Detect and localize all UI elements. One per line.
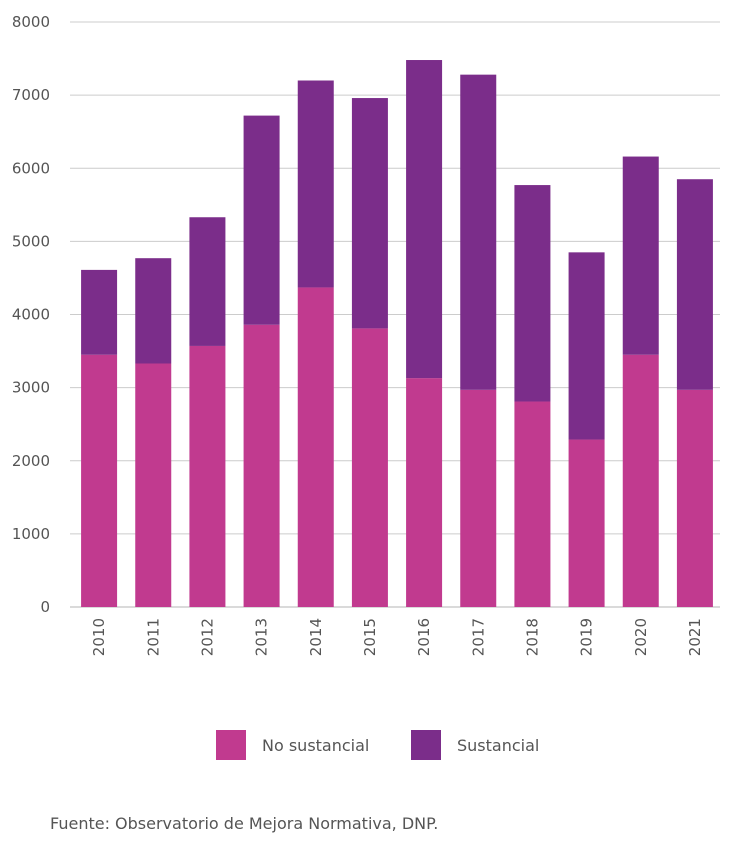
bar-sustancial-2010: [81, 269, 118, 355]
x-axis-ticks: 2010 2011 2012 2013 2014 2015 2016 2017 2018 2019…: [90, 618, 704, 656]
y-tick-label: 1000: [12, 525, 50, 543]
gridlines: [70, 21, 720, 608]
bar-no-sustancial-2018: [514, 401, 551, 607]
bar-no-sustancial-2013: [243, 324, 280, 607]
legend-label-sustancial: Sustancial: [457, 735, 540, 755]
bar-sustancial-2014: [297, 80, 334, 288]
legend-swatch-sustancial: [411, 730, 441, 760]
bar-sustancial-2021: [676, 179, 713, 390]
bar-sustancial-2015: [351, 98, 388, 329]
bar-no-sustancial-2021: [676, 389, 713, 607]
x-tick-label: 2018: [523, 618, 541, 656]
y-tick-label: 7000: [12, 86, 50, 104]
bar-no-sustancial-2016: [406, 378, 443, 607]
y-tick-label: 8000: [12, 13, 50, 31]
x-tick-label: 2013: [253, 618, 271, 656]
y-tick-label: 4000: [12, 306, 50, 324]
x-tick-label: 2017: [469, 618, 487, 656]
bar-sustancial-2016: [406, 60, 443, 379]
x-tick-label: 2011: [144, 618, 162, 656]
x-tick-label: 2010: [90, 618, 108, 656]
legend-label-no-sustancial: No sustancial: [262, 735, 370, 755]
bar-sustancial-2017: [460, 74, 497, 390]
bar-sustancial-2018: [514, 185, 551, 402]
x-tick-label: 2021: [686, 618, 704, 656]
y-axis-ticks: 0 1000 2000 3000 4000 5000 6000 7000 8000: [12, 13, 50, 616]
x-tick-label: 2014: [307, 618, 325, 656]
legend-item-sustancial: Sustancial: [411, 730, 539, 760]
x-tick-label: 2016: [415, 618, 433, 656]
bar-no-sustancial-2011: [135, 363, 172, 607]
legend: No sustancial Sustancial: [0, 730, 742, 762]
bar-sustancial-2012: [189, 217, 226, 346]
y-tick-label: 0: [40, 598, 50, 616]
y-tick-label: 2000: [12, 452, 50, 470]
bar-no-sustancial-2015: [351, 328, 388, 607]
y-tick-label: 3000: [12, 379, 50, 397]
bar-sustancial-2019: [568, 252, 605, 440]
x-tick-label: 2012: [198, 618, 216, 656]
bar-sustancial-2013: [243, 115, 280, 325]
legend-swatch-no-sustancial: [216, 730, 246, 760]
y-tick-label: 6000: [12, 159, 50, 177]
bar-sustancial-2020: [622, 156, 659, 355]
bar-no-sustancial-2017: [460, 389, 497, 607]
y-tick-label: 5000: [12, 232, 50, 250]
bar-no-sustancial-2014: [297, 287, 334, 607]
x-tick-label: 2019: [578, 618, 596, 656]
bar-no-sustancial-2010: [81, 354, 118, 607]
bar-sustancial-2011: [135, 258, 172, 364]
x-tick-label: 2020: [632, 618, 650, 656]
legend-item-no-sustancial: No sustancial: [216, 730, 369, 760]
bars: [81, 60, 713, 607]
source-note: Fuente: Observatorio de Mejora Normativa…: [50, 814, 439, 833]
bar-no-sustancial-2019: [568, 439, 605, 607]
bar-no-sustancial-2012: [189, 345, 226, 607]
x-tick-label: 2015: [361, 618, 379, 656]
bar-no-sustancial-2020: [622, 354, 659, 607]
